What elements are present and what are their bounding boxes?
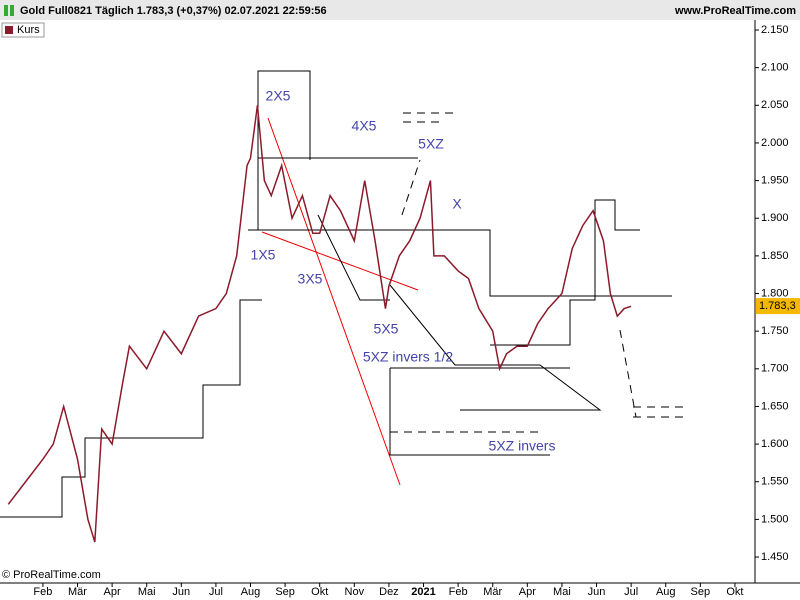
annotation: 1X5 bbox=[251, 247, 276, 263]
legend-swatch bbox=[5, 26, 13, 34]
annotation: 3X5 bbox=[298, 271, 323, 287]
stop-line bbox=[0, 299, 262, 518]
x-tick-label: Jul bbox=[624, 586, 638, 598]
drawings bbox=[0, 70, 688, 518]
x-tick-label: Mai bbox=[138, 586, 156, 598]
annotation: 5XZ invers 1/2 bbox=[363, 349, 453, 365]
x-tick-label: Jul bbox=[209, 586, 223, 598]
x-tick-label: Okt bbox=[311, 586, 328, 598]
x-tick-label: Mär bbox=[483, 586, 502, 598]
trend-line bbox=[261, 231, 419, 291]
price-line bbox=[7, 105, 632, 543]
box bbox=[257, 70, 311, 230]
y-tick-label: 1.750 bbox=[761, 325, 789, 337]
dashed-projection bbox=[619, 329, 637, 418]
y-tick-label: 2.150 bbox=[761, 24, 789, 36]
annotation: 5X5 bbox=[374, 321, 399, 337]
trend-line bbox=[267, 117, 401, 486]
header-site: www.ProRealTime.com bbox=[674, 5, 796, 17]
y-tick-label: 1.450 bbox=[761, 551, 789, 563]
annotation: 5XZ bbox=[418, 136, 444, 152]
y-tick-label: 2.050 bbox=[761, 99, 789, 111]
wave-line bbox=[317, 214, 390, 301]
x-tick-label: Aug bbox=[656, 586, 676, 598]
y-tick-label: 1.500 bbox=[761, 513, 789, 525]
x-tick-label: 2021 bbox=[411, 586, 435, 598]
x-tick-label: Sep bbox=[691, 586, 711, 598]
dashed-projection bbox=[401, 159, 421, 216]
annotation: X bbox=[452, 196, 462, 212]
annotation: 5XZ invers bbox=[489, 438, 556, 454]
y-tick-label: 1.650 bbox=[761, 400, 789, 412]
x-tick-label: Feb bbox=[33, 586, 52, 598]
header-bar bbox=[0, 0, 800, 20]
x-tick-label: Mär bbox=[68, 586, 87, 598]
x-tick-label: Aug bbox=[241, 586, 261, 598]
x-tick-label: Jun bbox=[588, 586, 606, 598]
x-tick-label: Sep bbox=[275, 586, 295, 598]
icon bbox=[4, 5, 8, 16]
x-tick-label: Nov bbox=[345, 586, 365, 598]
y-tick-label: 2.000 bbox=[761, 137, 789, 149]
level bbox=[248, 229, 672, 297]
wave-line bbox=[389, 284, 602, 411]
annotation: 2X5 bbox=[266, 88, 291, 104]
stop-line bbox=[490, 199, 640, 346]
annotation: 4X5 bbox=[352, 118, 377, 134]
x-tick-label: Feb bbox=[449, 586, 468, 598]
y-tick-label: 1.600 bbox=[761, 438, 789, 450]
x-tick-label: Jun bbox=[172, 586, 190, 598]
y-tick-label: 1.900 bbox=[761, 212, 789, 224]
last-price-box bbox=[756, 298, 800, 315]
y-tick-label: 1.850 bbox=[761, 250, 789, 262]
icon bbox=[10, 5, 14, 16]
y-tick-label: 1.550 bbox=[761, 476, 789, 488]
x-tick-label: Apr bbox=[104, 586, 121, 598]
y-tick-label: 2.100 bbox=[761, 62, 789, 74]
x-tick-label: Okt bbox=[726, 586, 743, 598]
header-symbol: Gold Full0821 Täglich 1.783,3 (+0,37%) 0… bbox=[20, 5, 327, 17]
legend-label: Kurs bbox=[17, 24, 40, 36]
last-price-label: 1.783,3 bbox=[759, 300, 796, 312]
y-tick-label: 1.950 bbox=[761, 174, 789, 186]
y-tick-label: 1.700 bbox=[761, 363, 789, 375]
y-tick-label: 1.800 bbox=[761, 287, 789, 299]
x-tick-label: Dez bbox=[379, 586, 399, 598]
footer: © ProRealTime.com bbox=[2, 569, 101, 581]
level bbox=[389, 368, 550, 456]
x-tick-label: Apr bbox=[519, 586, 536, 598]
x-tick-label: Mai bbox=[553, 586, 571, 598]
